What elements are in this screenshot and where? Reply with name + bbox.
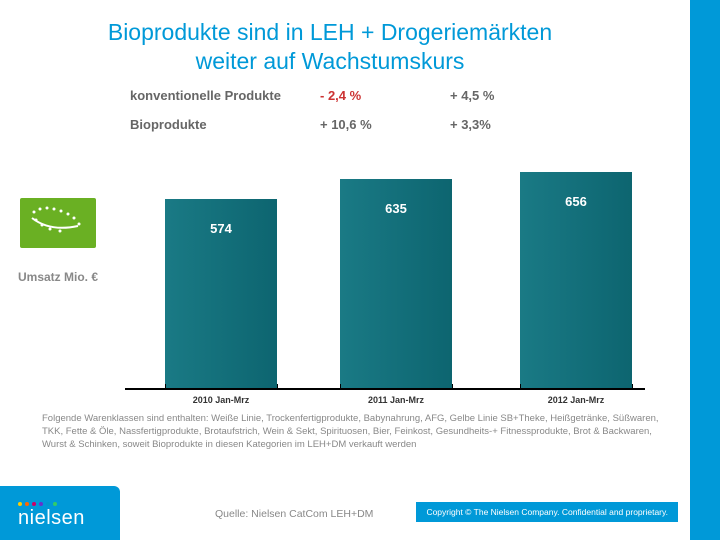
brand-dots	[18, 502, 57, 506]
page-title: Bioprodukte sind in LEH + Drogeriemärkte…	[80, 18, 580, 76]
side-accent-bar	[690, 0, 720, 540]
row-value-2: + 3,3%	[450, 117, 560, 132]
brand-dot	[53, 502, 57, 506]
brand-dot	[18, 502, 22, 506]
table-row: Bioprodukte + 10,6 % + 3,3%	[130, 117, 560, 132]
axis-tick	[340, 384, 341, 390]
x-axis	[125, 388, 645, 390]
axis-tick	[520, 384, 521, 390]
brand-name: nielsen	[18, 507, 85, 530]
bar: 656	[520, 172, 632, 388]
brand-dot	[25, 502, 29, 506]
source-text: Quelle: Nielsen CatCom LEH+DM	[215, 508, 373, 520]
bar-value: 574	[165, 221, 277, 236]
row-value-1: + 10,6 %	[320, 117, 450, 132]
copyright-text: Copyright © The Nielsen Company. Confide…	[416, 502, 678, 522]
row-label: Bioprodukte	[130, 117, 320, 132]
axis-tick	[632, 384, 633, 390]
brand-dot	[32, 502, 36, 506]
bar-value: 635	[340, 201, 452, 216]
eu-bio-logo	[20, 198, 96, 248]
category-label: 2010 Jan-Mrz	[165, 395, 277, 405]
row-value-1: - 2,4 %	[320, 88, 450, 103]
footnote: Folgende Warenklassen sind enthalten: We…	[42, 413, 660, 451]
axis-tick	[165, 384, 166, 390]
bar-value: 656	[520, 194, 632, 209]
row-value-2: + 4,5 %	[450, 88, 560, 103]
bar: 574	[165, 199, 277, 388]
row-label: konventionelle Produkte	[130, 88, 320, 103]
revenue-bar-chart: 5742010 Jan-Mrz6352011 Jan-Mrz6562012 Ja…	[125, 160, 645, 390]
category-label: 2012 Jan-Mrz	[520, 395, 632, 405]
growth-table: konventionelle Produkte - 2,4 % + 4,5 % …	[130, 88, 560, 146]
axis-tick	[277, 384, 278, 390]
category-label: 2011 Jan-Mrz	[340, 395, 452, 405]
axis-tick	[452, 384, 453, 390]
bar: 635	[340, 179, 452, 388]
brand-dot	[46, 502, 50, 506]
table-row: konventionelle Produkte - 2,4 % + 4,5 %	[130, 88, 560, 103]
y-axis-label: Umsatz Mio. €	[18, 270, 98, 284]
brand-dot	[39, 502, 43, 506]
